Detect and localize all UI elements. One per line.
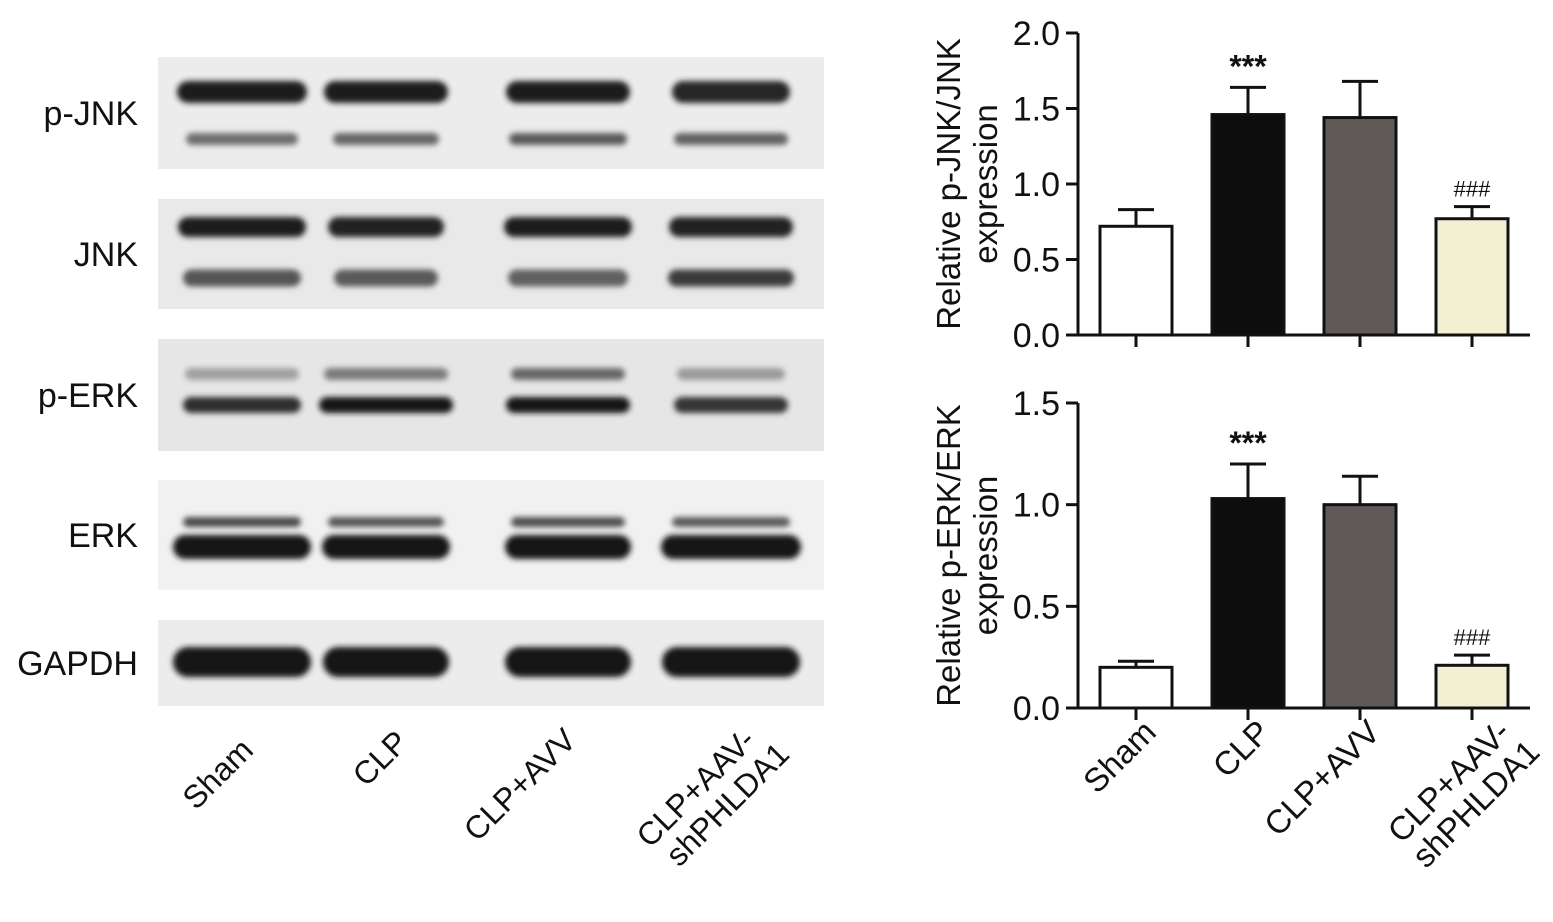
blot-band-erk-sham-2 <box>173 535 311 559</box>
blot-lane-label-sham: Sham <box>175 731 260 816</box>
significance-label-clp-aav-shphlda1: ### <box>1454 177 1491 202</box>
blot-band-jnk-sham-1 <box>178 217 306 237</box>
blot-band-p-erk-sham-1 <box>185 368 299 380</box>
blot-band-p-jnk-clp-aav-shphlda1-1 <box>672 81 790 103</box>
significance-label-clp-aav-shphlda1: ### <box>1454 625 1491 650</box>
y-tick-label: 1.0 <box>1013 487 1060 525</box>
blot-band-p-jnk-clp-1 <box>324 81 448 103</box>
blot-band-jnk-clp-aav-shphlda1-2 <box>668 269 794 287</box>
blot-row-label-p-jnk: p-JNK <box>44 95 139 133</box>
blot-band-gapdh-clp-1 <box>323 647 449 677</box>
y-tick-label: 0.0 <box>1013 317 1060 355</box>
bar-sham <box>1098 665 1174 710</box>
bar-clp-aav-shphlda1 <box>1434 217 1510 337</box>
bar-sham <box>1098 224 1174 337</box>
y-tick-label: 0.5 <box>1013 588 1060 626</box>
blot-row-erk: ERK <box>68 480 824 590</box>
blot-band-p-jnk-clp-2 <box>333 133 439 145</box>
bar-clp-avv <box>1322 503 1398 710</box>
y-axis-label: Relative p-JNK/JNKexpression <box>930 38 1004 330</box>
blot-band-p-erk-clp-2 <box>319 397 453 413</box>
blot-band-p-jnk-sham-2 <box>186 133 298 145</box>
blot-band-p-jnk-sham-1 <box>177 81 307 103</box>
significance-label-clp: *** <box>1229 425 1267 461</box>
blot-row-jnk: JNK <box>74 199 824 309</box>
blot-band-p-jnk-clp-avv-1 <box>506 81 630 103</box>
blot-band-erk-clp-1 <box>328 517 444 527</box>
blot-band-erk-clp-aav-shphlda1-2 <box>661 535 801 559</box>
blot-band-gapdh-sham-1 <box>173 647 311 677</box>
y-tick-label: 2.0 <box>1013 15 1060 53</box>
blot-row-label-jnk: JNK <box>74 236 139 274</box>
blot-band-p-erk-clp-aav-shphlda1-1 <box>677 368 785 380</box>
y-tick-label: 1.5 <box>1013 91 1060 129</box>
x-tick-label-sham: Sham <box>1076 713 1163 800</box>
bar-clp-avv <box>1322 116 1398 337</box>
blot-row-gapdh: GAPDH <box>17 620 824 706</box>
blot-band-erk-sham-1 <box>183 517 301 527</box>
blot-band-p-erk-clp-avv-2 <box>506 397 630 413</box>
blot-band-erk-clp-aav-shphlda1-1 <box>672 517 790 527</box>
y-axis-label: Relative p-ERK/ERKexpression <box>930 404 1004 707</box>
bar-clp-aav-shphlda1 <box>1434 663 1510 710</box>
significance-label-clp: *** <box>1229 48 1267 84</box>
blot-row-label-p-erk: p-ERK <box>38 377 138 415</box>
blot-band-erk-clp-2 <box>322 535 450 559</box>
blot-band-gapdh-clp-aav-shphlda1-1 <box>662 647 800 677</box>
blot-band-jnk-clp-avv-2 <box>508 269 628 287</box>
blot-row-p-erk: p-ERK <box>38 339 824 451</box>
western-blot-panel: p-JNK JNK p-ERK ERK GAPDH Sham CLP CLP+AVV CLP+A… <box>17 57 824 878</box>
x-tick-label-clp-aav-shphlda1: CLP+AAV-shPHLDA1 <box>1380 708 1546 874</box>
blot-band-gapdh-clp-avv-1 <box>505 647 631 677</box>
blot-band-jnk-clp-aav-shphlda1-1 <box>669 217 793 237</box>
x-tick-label-clp-avv: CLP+AVV <box>1257 713 1387 843</box>
blot-strip-jnk <box>158 199 824 309</box>
blot-row-label-erk: ERK <box>68 517 138 555</box>
blot-band-jnk-sham-2 <box>183 269 301 287</box>
blot-band-p-erk-clp-avv-1 <box>511 368 625 380</box>
blot-row-label-gapdh: GAPDH <box>17 645 138 683</box>
blot-band-erk-clp-avv-1 <box>511 517 625 527</box>
y-tick-label: 1.5 <box>1013 385 1060 423</box>
blot-band-p-erk-clp-1 <box>324 368 448 380</box>
y-tick-label: 1.0 <box>1013 166 1060 204</box>
blot-band-jnk-clp-1 <box>328 217 444 237</box>
y-tick-label: 0.5 <box>1013 242 1060 280</box>
blot-band-p-jnk-clp-aav-shphlda1-2 <box>674 133 788 145</box>
blot-strip-p-erk <box>158 339 824 451</box>
bar-clp <box>1210 497 1286 710</box>
x-tick-label-clp: CLP <box>1205 713 1277 785</box>
blot-lane-label-clp: CLP <box>345 723 414 792</box>
blot-band-erk-clp-avv-2 <box>505 535 631 559</box>
blot-band-p-erk-clp-aav-shphlda1-2 <box>674 397 788 413</box>
blot-band-p-jnk-clp-avv-2 <box>509 133 627 145</box>
blot-row-p-jnk: p-JNK <box>44 57 824 169</box>
blot-lane-label-clp-avv: CLP+AVV <box>457 721 584 848</box>
blot-band-jnk-clp-2 <box>334 269 438 287</box>
blot-lane-label-clp-aav-shphlda1: CLP+AAV-shPHLDA1 <box>629 711 796 878</box>
blot-band-p-erk-sham-2 <box>183 397 301 413</box>
blot-band-jnk-clp-avv-1 <box>504 217 632 237</box>
bar-clp <box>1210 113 1286 337</box>
blot-strip-p-jnk <box>158 57 824 169</box>
y-tick-label: 0.0 <box>1013 690 1060 728</box>
